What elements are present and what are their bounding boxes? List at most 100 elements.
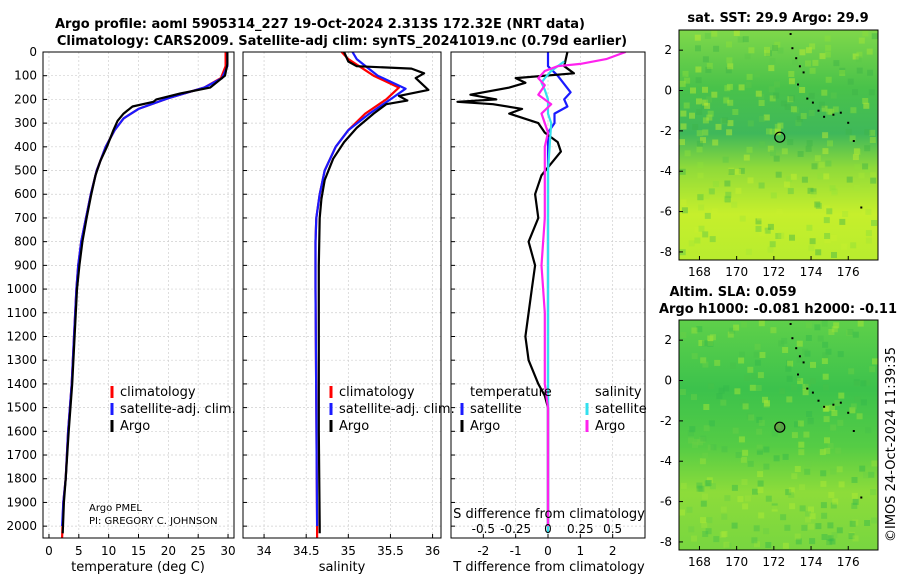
field-cell [822, 341, 829, 348]
field-cell [745, 248, 752, 255]
x-tick-label: 2 [609, 544, 617, 558]
field-cell [747, 460, 754, 467]
field-cell [821, 512, 828, 519]
lat-tick-label: -4 [660, 454, 672, 468]
field-cell [845, 128, 852, 135]
x-tick-label: 35 [341, 544, 356, 558]
field-cell [723, 385, 730, 392]
field-cell [833, 60, 840, 67]
field-cell [785, 365, 792, 372]
field-cell [701, 521, 708, 528]
field-cell [756, 448, 763, 455]
sst-map-title: sat. SST: 29.9 Argo: 29.9 [687, 11, 868, 26]
island [795, 347, 798, 350]
depth-tick-label: 0 [29, 45, 37, 59]
field-cell [814, 201, 821, 208]
field-cell [743, 400, 749, 406]
lon-tick-label: 172 [762, 265, 785, 279]
depth-tick-label: 100 [14, 69, 37, 83]
field-cell [826, 108, 833, 115]
salinity-panel: 34 34.5 35 35.5 36 salinity climatology sate… [242, 51, 455, 575]
field-cell [694, 226, 701, 233]
legend-climatology: climatology [120, 385, 196, 400]
field-cell [829, 185, 836, 192]
field-cell [838, 481, 845, 488]
field-cell [777, 122, 784, 129]
field-cell [850, 107, 857, 114]
field-cell [700, 435, 707, 442]
field-cell [801, 524, 808, 531]
field-cell [706, 62, 713, 69]
lon-tick-label: 168 [688, 265, 711, 279]
field-cell [763, 463, 770, 470]
field-cell [723, 195, 730, 202]
field-cell [785, 489, 792, 496]
field-cell [722, 156, 729, 163]
lon-tick-label: 176 [837, 265, 860, 279]
legend-satellite-adj: satellite-adj. clim. [120, 402, 236, 417]
field-cell [696, 109, 703, 115]
field-cell [847, 329, 854, 335]
field-cell [798, 449, 805, 456]
island [806, 387, 809, 390]
field-cell [805, 47, 812, 54]
island [797, 373, 799, 376]
field-cell [860, 399, 867, 406]
field-cell [756, 416, 763, 423]
field-cell [780, 514, 787, 521]
field-cell [836, 466, 843, 473]
field-cell [782, 542, 789, 549]
field-cell [747, 120, 754, 127]
field-cell [756, 428, 763, 435]
field-cell [822, 132, 829, 139]
island [791, 337, 794, 340]
field-cell [773, 455, 780, 462]
field-cell [849, 135, 856, 142]
field-cell [679, 389, 686, 395]
field-cell [823, 416, 830, 423]
depth-tick-label: 400 [14, 140, 37, 154]
field-cell [695, 66, 702, 73]
field-cell [688, 240, 695, 247]
temperature-axis-label: temperature (deg C) [71, 560, 205, 575]
field-cell [782, 453, 789, 460]
field-cell [797, 378, 804, 385]
field-cell [781, 148, 788, 155]
field-cell [807, 417, 814, 424]
field-cell [731, 484, 738, 491]
field-cell [825, 160, 832, 167]
island [823, 115, 826, 118]
field-cell [809, 67, 816, 74]
field-cell [739, 215, 746, 222]
field-cell [768, 65, 775, 72]
x-tick-label: 0 [45, 544, 53, 558]
figure-title-line2: Climatology: CARS2009. Satellite-adj cli… [57, 34, 627, 49]
field-cell [774, 128, 781, 135]
field-cell [708, 420, 715, 427]
field-cell [794, 466, 801, 472]
field-cell [803, 431, 810, 438]
field-cell [782, 347, 789, 353]
field-cell [871, 33, 878, 40]
island [795, 57, 798, 60]
field-cell [817, 335, 824, 342]
field-cell [770, 150, 776, 156]
lat-tick-label: 0 [664, 84, 672, 98]
field-cell [696, 140, 703, 147]
field-cell [763, 446, 770, 453]
field-cell [718, 387, 725, 394]
field-cell [766, 128, 772, 135]
field-cell [779, 388, 786, 395]
field-cell [822, 384, 829, 391]
field-cell [812, 59, 819, 66]
field-cell [724, 85, 731, 92]
island [802, 361, 805, 364]
difference-legend: temperature satellite Argo salinity sate… [460, 385, 647, 434]
field-cell [786, 396, 793, 403]
field-cell [768, 86, 775, 93]
field-cell [767, 145, 774, 152]
field-cell [808, 245, 815, 252]
field-cell [695, 45, 701, 52]
lon-tick-label: 174 [800, 265, 823, 279]
legend-argo: Argo [339, 419, 369, 434]
